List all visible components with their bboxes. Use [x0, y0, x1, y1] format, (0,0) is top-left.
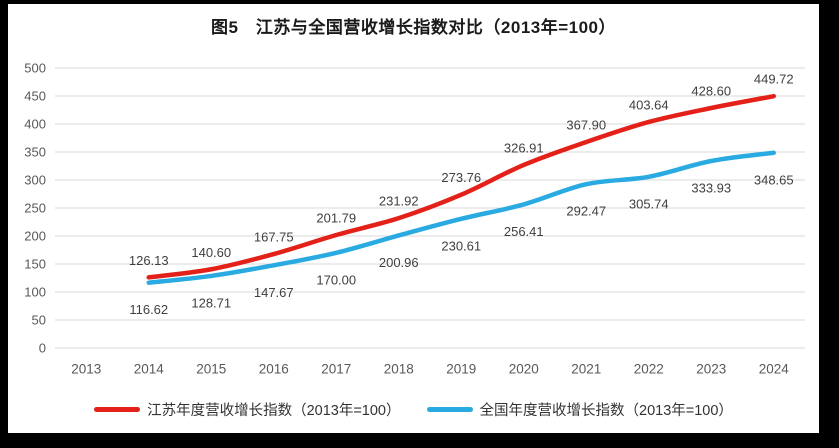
x-axis-tick-label: 2014: [134, 362, 165, 377]
legend-label-national: 全国年度营收增长指数（2013年=100）: [479, 403, 733, 419]
data-label-jiangsu-2017: 201.79: [316, 210, 356, 225]
x-axis-tick-label: 2019: [446, 362, 476, 377]
x-axis-tick-label: 2021: [571, 362, 601, 377]
data-label-national-2016: 147.67: [254, 285, 294, 300]
x-axis-tick-label: 2023: [696, 362, 726, 377]
chart-title: 图5 江苏与全国营收增长指数对比（2013年=100）: [210, 18, 617, 37]
jiangsu-series-line: [146, 93, 776, 280]
y-axis-tick-label: 50: [32, 313, 46, 328]
data-label-national-2015: 128.71: [191, 295, 231, 310]
y-axis-tick-label: 500: [24, 61, 46, 76]
y-axis-tick-label: 100: [24, 285, 46, 300]
x-axis-tick-label: 2018: [384, 362, 414, 377]
data-label-jiangsu-2019: 273.76: [441, 170, 481, 185]
chart-surface: 图5 江苏与全国营收增长指数对比（2013年=100） 0 50 100 150 200…: [8, 4, 819, 433]
y-axis-tick-label: 0: [39, 341, 46, 356]
y-axis-tick-label: 350: [24, 145, 46, 160]
y-axis-tick-label: 300: [24, 173, 46, 188]
y-axis-tick-label: 200: [24, 229, 46, 244]
x-axis-tick-label: 2015: [196, 362, 226, 377]
data-label-national-2023: 333.93: [691, 180, 731, 195]
y-axis-tick-label: 400: [24, 117, 46, 132]
data-label-national-2020: 256.41: [504, 224, 544, 239]
y-axis-tick-label: 250: [24, 201, 46, 216]
data-label-national-2014: 116.62: [129, 302, 168, 317]
national-series-line: [146, 150, 776, 285]
jiangsu-line-swatch: [94, 407, 141, 412]
x-axis-tick-label: 2016: [259, 362, 289, 377]
data-label-jiangsu-2016: 167.75: [254, 230, 294, 245]
x-axis-tick-label: 2020: [509, 362, 539, 377]
legend-item-jiangsu: 江苏年度营收增长指数（2013年=100）: [94, 399, 401, 420]
y-axis-tick-label: 150: [24, 257, 46, 272]
data-label-jiangsu-2024: 449.72: [754, 72, 794, 87]
data-label-national-2017: 170.00: [316, 272, 356, 287]
data-label-jiangsu-2021: 367.90: [566, 117, 606, 132]
legend: 江苏年度营收增长指数（2013年=100） 全国年度营收增长指数（2013年=1…: [8, 399, 819, 420]
x-axis-tick-label: 2013: [71, 362, 101, 377]
data-label-jiangsu-2022: 403.64: [629, 97, 669, 112]
national-line-swatch: [426, 407, 473, 412]
data-label-national-2018: 200.96: [379, 255, 419, 270]
data-label-national-2022: 305.74: [629, 196, 669, 211]
x-axis-tick-label: 2022: [634, 362, 664, 377]
plot-svg: 0 50 100 150 200 250 300 350 400 450 500 2013 2014 20…: [24, 61, 805, 377]
data-label-jiangsu-2023: 428.60: [691, 83, 731, 98]
legend-item-national: 全国年度营收增长指数（2013年=100）: [426, 399, 733, 420]
data-label-jiangsu-2015: 140.60: [191, 245, 231, 260]
data-label-jiangsu-2014: 126.13: [129, 253, 169, 268]
legend-label-jiangsu: 江苏年度营收增长指数（2013年=100）: [147, 403, 401, 419]
y-axis-tick-label: 450: [24, 89, 46, 104]
x-axis-tick-label: 2017: [321, 362, 351, 377]
data-label-national-2019: 230.61: [441, 238, 481, 253]
data-label-national-2021: 292.47: [566, 204, 606, 219]
x-axis-tick-label: 2024: [759, 362, 790, 377]
data-label-jiangsu-2020: 326.91: [504, 140, 544, 155]
data-label-jiangsu-2018: 231.92: [379, 194, 419, 209]
data-label-national-2024: 348.65: [754, 172, 794, 187]
